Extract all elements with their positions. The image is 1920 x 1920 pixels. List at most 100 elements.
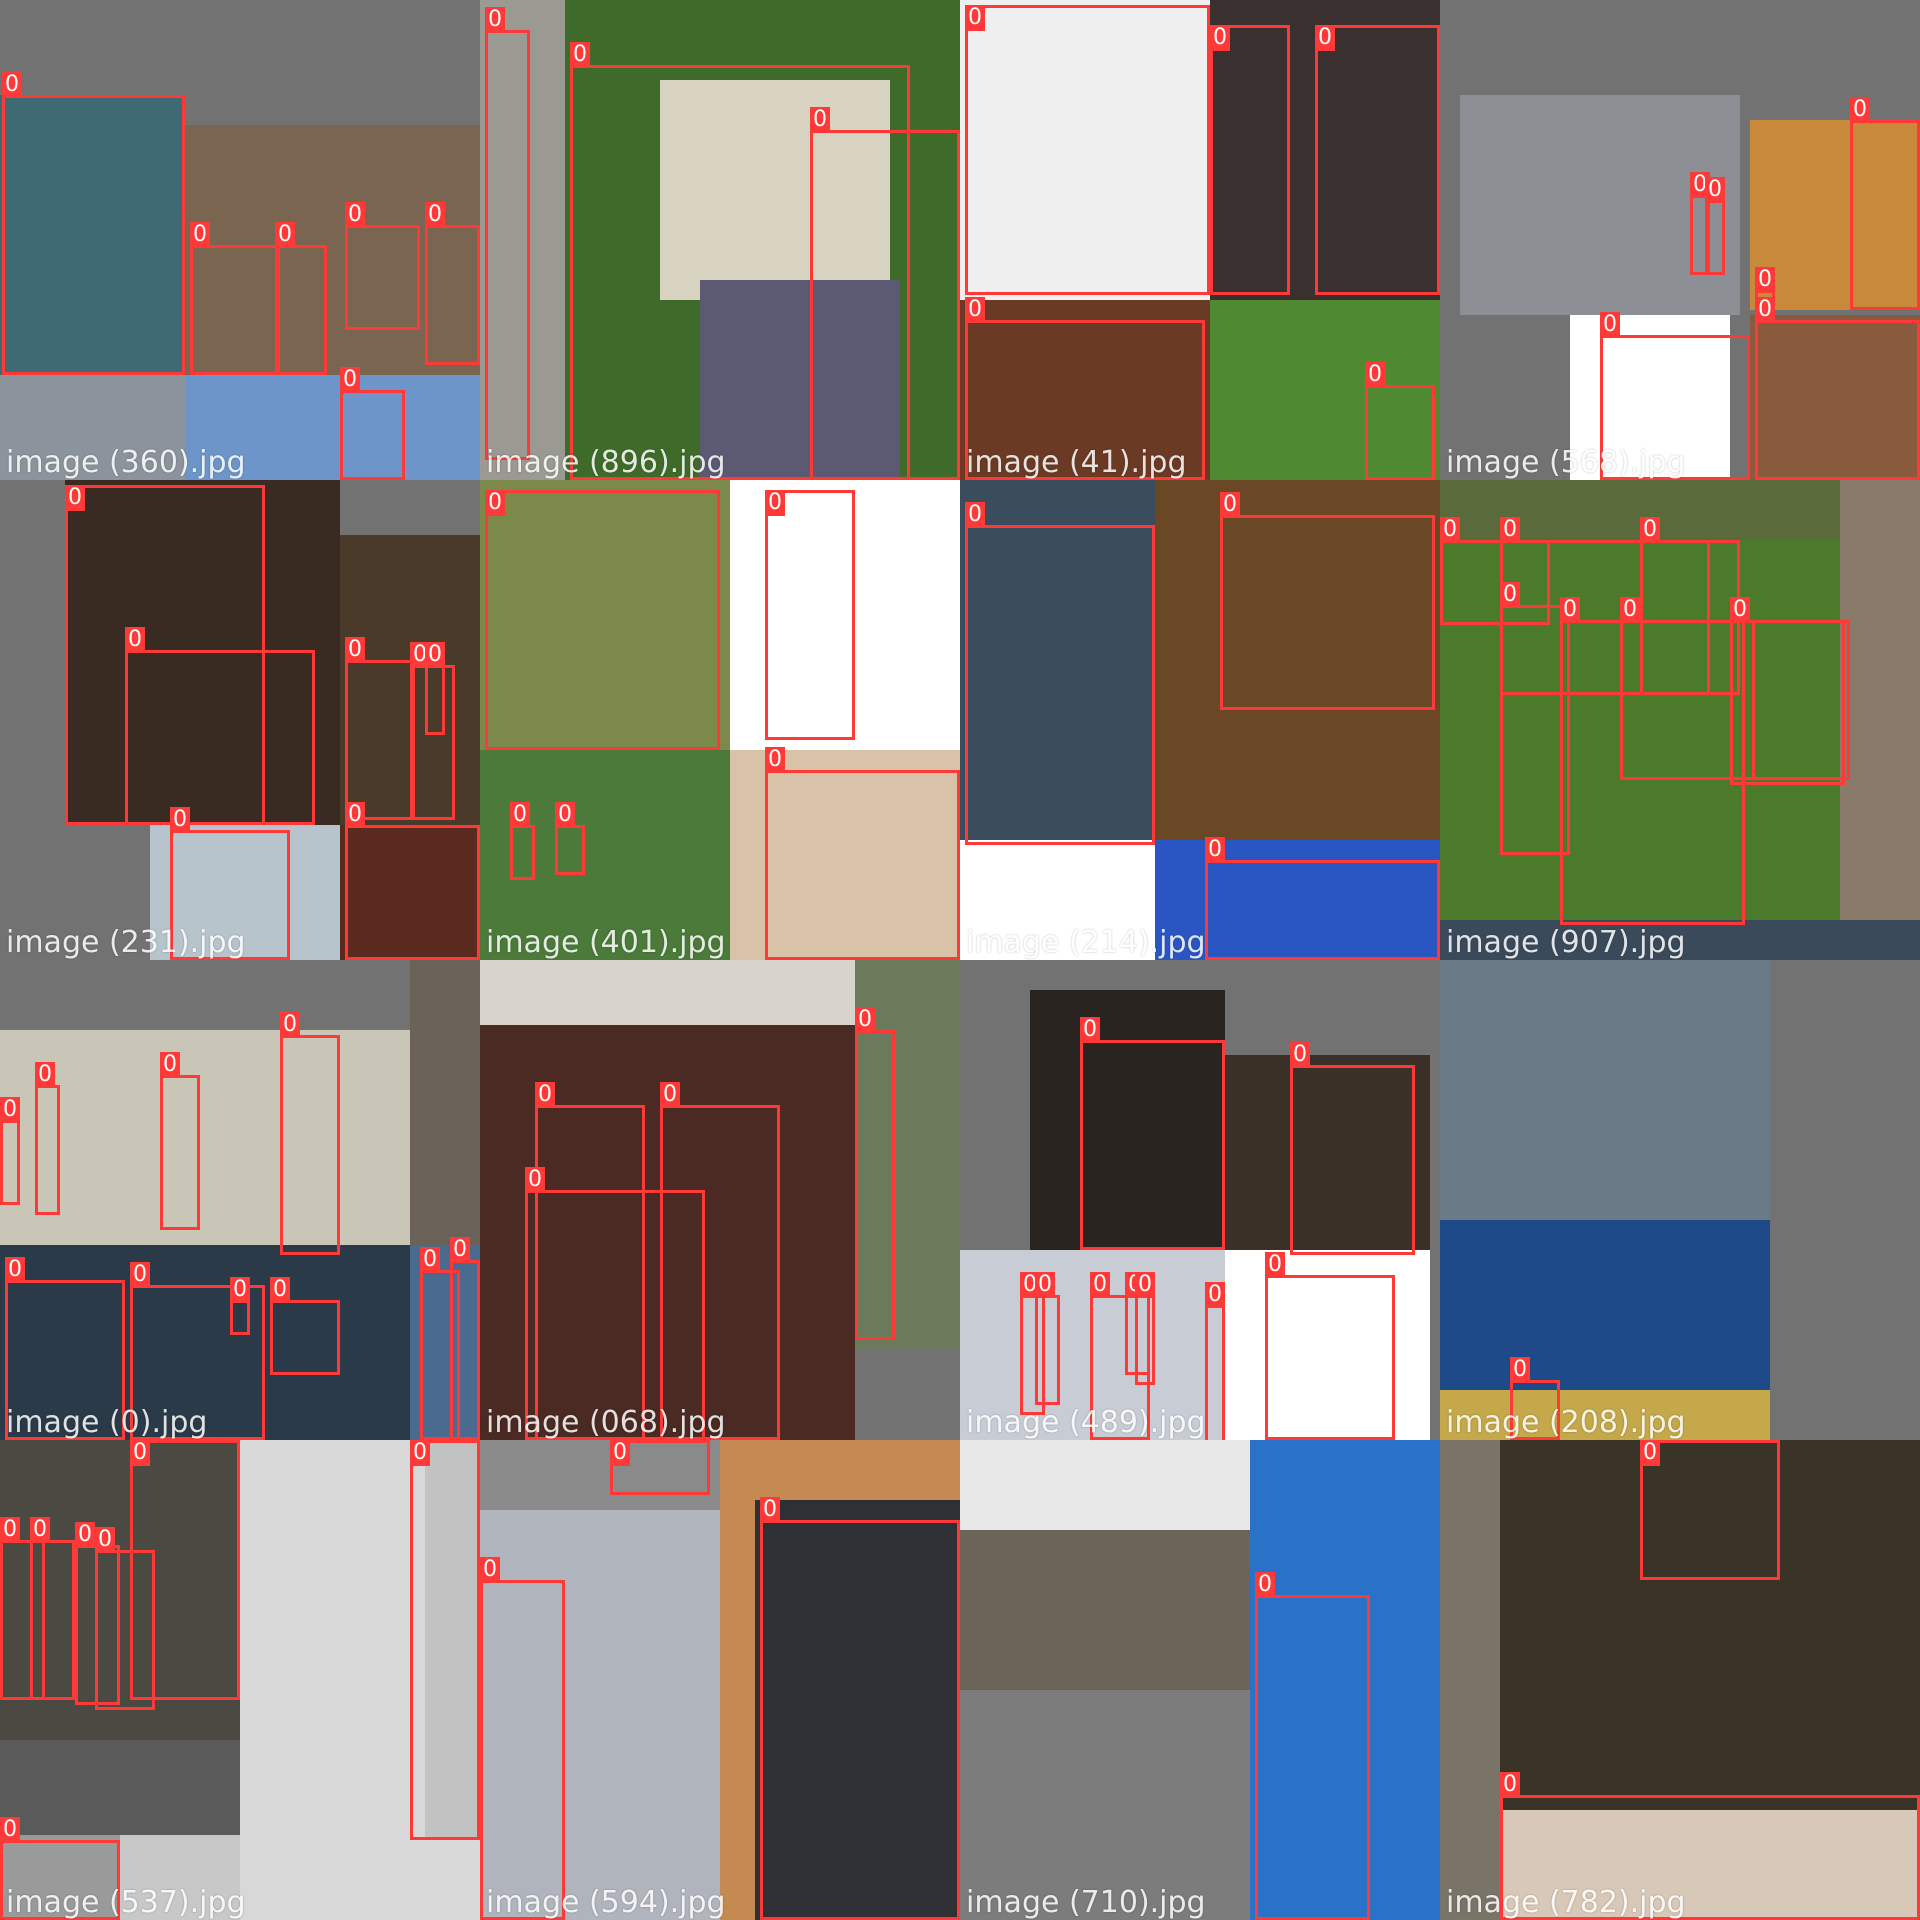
- detection-class-label: 0: [1315, 25, 1335, 51]
- detection-box: 0: [1205, 837, 1440, 960]
- image-tile: 0 0 0 image (594).jpg: [480, 1440, 960, 1920]
- detection-class-label: 0: [555, 802, 575, 828]
- detection-box: 0: [1255, 1572, 1370, 1920]
- detection-class-label: 0: [340, 367, 360, 393]
- detection-class-label: 0: [810, 107, 830, 133]
- detection-class-label: 0: [2, 72, 22, 98]
- photo-region: [0, 375, 185, 480]
- detection-box: 0: [345, 637, 415, 820]
- detection-class-label: 0: [75, 1522, 95, 1548]
- image-tile: 0 0 0 image (214).jpg: [960, 480, 1440, 960]
- detection-class-label: 0: [190, 222, 210, 248]
- tile-filename-caption: image (782).jpg: [1446, 1885, 1686, 1920]
- photo-region: [425, 1440, 480, 1840]
- detection-box: 0: [275, 222, 327, 375]
- detection-box: 0: [1755, 297, 1920, 480]
- photo-region: [0, 1030, 410, 1245]
- detection-box: 0: [410, 1440, 480, 1840]
- detection-box: 0: [1730, 597, 1850, 780]
- photo-region: [1440, 960, 1770, 1220]
- detection-class-label: 0: [410, 1440, 430, 1466]
- detection-class-label: 0: [95, 1527, 115, 1553]
- image-tile: 0 image (710).jpg: [960, 1440, 1440, 1920]
- image-tile: 0 0 0 0 0 0 0 image (537).jpg: [0, 1440, 480, 1920]
- detection-box: 0: [1600, 312, 1750, 480]
- detection-box: 0: [230, 1277, 250, 1335]
- photo-region: [480, 0, 565, 480]
- image-tile: 0 image (208).jpg: [1440, 960, 1920, 1440]
- photo-region: [660, 80, 890, 300]
- photo-region: [755, 1500, 960, 1920]
- detection-box: 0: [280, 1012, 340, 1255]
- photo-region: [1440, 1440, 1500, 1920]
- tile-filename-caption: image (537).jpg: [6, 1885, 246, 1920]
- detection-box: 0: [485, 7, 530, 460]
- detection-box: 0: [190, 222, 280, 375]
- detection-class-label: 0: [765, 747, 785, 773]
- photo-region: [960, 0, 1210, 300]
- detection-class-label: 0: [1620, 597, 1640, 623]
- photo-region: [0, 95, 185, 375]
- detection-class-label: 0: [965, 502, 985, 528]
- detection-box: 0: [1035, 1272, 1060, 1405]
- detection-box: 0: [130, 1440, 240, 1700]
- detection-box: 0: [765, 747, 960, 960]
- detection-class-label: 0: [425, 202, 445, 228]
- detection-class-label: 0: [525, 1167, 545, 1193]
- detection-box: 0: [1365, 362, 1435, 480]
- detection-box: 0: [760, 1497, 960, 1920]
- detection-box: 0: [1500, 582, 1570, 855]
- image-tile: 0 0 0 0 0 0 image (568).jpg: [1440, 0, 1920, 480]
- detection-class-label: 0: [65, 485, 85, 511]
- image-tile: 0 0 0 0 image (068).jpg: [480, 960, 960, 1440]
- tile-filename-caption: image (401).jpg: [486, 925, 726, 960]
- photo-region: [1225, 1250, 1430, 1440]
- image-tile: 0 0 0 0 0 image (41).jpg: [960, 0, 1440, 480]
- detection-class-label: 0: [760, 1497, 780, 1523]
- detection-class-label: 0: [1755, 297, 1775, 323]
- detection-class-label: 0: [765, 490, 785, 516]
- image-tile: 0 0 0 image (896).jpg: [480, 0, 960, 480]
- photo-region: [1460, 95, 1740, 315]
- detection-class-label: 0: [130, 1440, 150, 1466]
- detection-class-label: 0: [1220, 492, 1240, 518]
- detection-box: 0: [1620, 597, 1755, 780]
- detection-box: 0: [1080, 1017, 1225, 1250]
- detection-class-label: 0: [610, 1440, 630, 1466]
- detection-class-label: 0: [345, 202, 365, 228]
- detection-box: 0: [0, 1097, 20, 1205]
- detection-class-label: 0: [1600, 312, 1620, 338]
- tile-filename-caption: image (068).jpg: [486, 1405, 726, 1440]
- detection-box: 0: [1440, 517, 1550, 625]
- detection-box: 0: [450, 1237, 480, 1440]
- tile-filename-caption: image (594).jpg: [486, 1885, 726, 1920]
- detection-class-label: 0: [485, 7, 505, 33]
- detection-box: 0: [270, 1277, 340, 1375]
- detection-class-label: 0: [345, 802, 365, 828]
- photo-region: [1500, 1440, 1920, 1810]
- detection-box: 0: [765, 490, 855, 740]
- image-tile: 0 0 image (782).jpg: [1440, 1440, 1920, 1920]
- photo-region: [1570, 315, 1730, 480]
- detection-class-label: 0: [1560, 597, 1580, 623]
- photo-region: [960, 1690, 1250, 1920]
- detection-box: 0: [855, 1007, 895, 1340]
- detection-class-label: 0: [1640, 1440, 1660, 1466]
- detection-class-label: 0: [570, 42, 590, 68]
- photo-region: [1250, 1440, 1440, 1920]
- detection-class-label: 0: [1080, 1017, 1100, 1043]
- detection-box: 0: [1640, 1440, 1780, 1580]
- detection-class-label: 0: [965, 5, 985, 31]
- tile-filename-caption: image (214).jpg: [966, 925, 1206, 960]
- detection-box: 0: [510, 802, 535, 880]
- detection-class-label: 0: [1755, 267, 1775, 293]
- detection-box: 0: [1135, 1272, 1155, 1385]
- detection-box: 0: [340, 367, 405, 480]
- tile-filename-caption: image (907).jpg: [1446, 925, 1686, 960]
- detection-box: 0: [485, 490, 720, 750]
- detection-class-label: 0: [1090, 1272, 1110, 1298]
- tile-filename-caption: image (710).jpg: [966, 1885, 1206, 1920]
- photo-region: [150, 825, 350, 960]
- detection-box: 0: [1500, 1772, 1920, 1920]
